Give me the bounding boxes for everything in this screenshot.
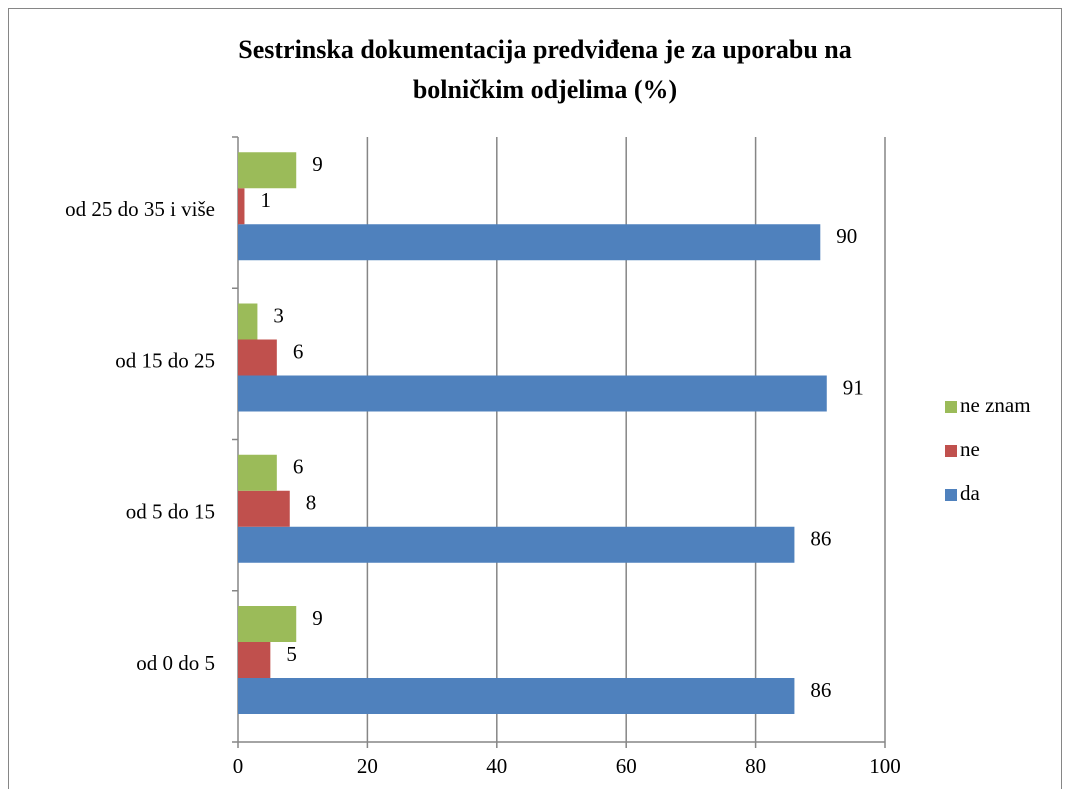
bar: [238, 375, 827, 412]
bar: [238, 454, 277, 491]
value-label: 86: [810, 678, 831, 702]
bar: [238, 188, 245, 225]
legend-swatch: [945, 401, 957, 413]
bar: [238, 490, 290, 527]
value-label: 3: [273, 303, 284, 327]
value-label: 9: [312, 152, 323, 176]
legend-label: ne: [960, 437, 980, 461]
x-tick-label: 80: [745, 754, 766, 778]
value-label: 6: [293, 339, 304, 363]
x-tick-label: 20: [357, 754, 378, 778]
legend-label: da: [960, 481, 981, 505]
y-tick-label: od 0 do 5: [136, 651, 215, 675]
y-tick-label: od 25 do 35 i više: [65, 197, 215, 221]
y-tick-label: od 15 do 25: [115, 348, 215, 372]
x-tick-label: 40: [486, 754, 507, 778]
x-tick-label: 60: [616, 754, 637, 778]
bar: [238, 339, 277, 376]
value-label: 91: [843, 375, 864, 399]
value-label: 90: [836, 224, 857, 248]
value-label: 9: [312, 606, 323, 630]
y-tick-label: od 5 do 15: [126, 500, 215, 524]
bar: [238, 606, 297, 642]
bar: [238, 642, 271, 678]
chart-title: Sestrinska dokumentacija predviđena je z…: [238, 35, 852, 64]
legend-label: ne znam: [960, 393, 1031, 417]
x-tick-label: 100: [869, 754, 901, 778]
legend-swatch: [945, 489, 957, 501]
bar: [238, 678, 795, 714]
bar: [238, 526, 795, 563]
chart-title: bolničkim odjelima (%): [413, 75, 677, 104]
x-tick-label: 0: [233, 754, 244, 778]
value-label: 1: [260, 188, 271, 212]
bar: [238, 152, 297, 189]
value-label: 5: [286, 642, 297, 666]
bar: [238, 303, 258, 340]
legend-swatch: [945, 445, 957, 457]
value-label: 8: [306, 491, 317, 515]
value-label: 6: [293, 455, 304, 479]
value-label: 86: [810, 527, 831, 551]
bar: [238, 224, 821, 261]
